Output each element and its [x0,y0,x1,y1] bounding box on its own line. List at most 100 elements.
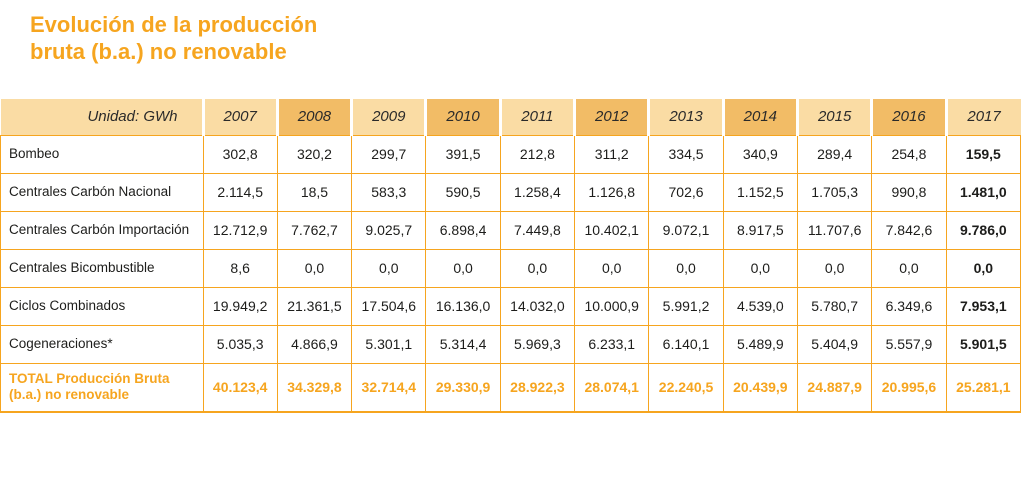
value-cell: 8.917,5 [722,210,799,250]
value-cell: 1.258,4 [499,172,576,212]
value-cell: 40.123,4 [202,362,278,413]
value-cell: 299,7 [351,134,427,174]
value-cell: 0,0 [425,248,501,288]
table-row: Cogeneraciones* 5.035,3 4.866,9 5.301,1 5.31… [0,324,1021,364]
value-cell: 28.074,1 [574,362,650,413]
value-cell: 5.314,4 [425,324,501,364]
value-cell: 20.439,9 [722,362,799,413]
year-header-2016: 2016 [870,98,947,136]
value-cell: 311,2 [574,134,650,174]
value-cell: 20.995,6 [871,362,947,413]
value-cell: 0,0 [945,248,1021,288]
header-row: Unidad: GWh 2007 2008 2009 2010 2011 2012 2013… [0,98,1021,136]
value-cell: 21.361,5 [276,286,353,326]
value-cell: 320,2 [276,134,353,174]
value-cell: 16.136,0 [425,286,501,326]
table-row: Centrales Carbón Importación 12.712,9 7.76… [0,210,1021,250]
row-label: Cogeneraciones* [0,324,204,364]
value-cell: 1.705,3 [796,172,873,212]
value-cell: 0,0 [871,248,947,288]
total-row-label: TOTAL Producción Bruta (b.a.) no renovab… [0,362,204,413]
value-cell: 1.481,0 [945,172,1021,212]
value-cell: 5.035,3 [202,324,278,364]
value-cell: 8,6 [202,248,278,288]
value-cell: 6.233,1 [574,324,650,364]
value-cell: 9.786,0 [945,210,1021,250]
year-header-2009: 2009 [350,98,426,136]
value-cell: 334,5 [648,134,724,174]
value-cell: 7.953,1 [945,286,1021,326]
value-cell: 17.504,6 [351,286,427,326]
table-body: Bombeo 302,8 320,2 299,7 391,5 212,8 311,2 334,… [0,134,1021,413]
value-cell: 289,4 [796,134,873,174]
production-table: Unidad: GWh 2007 2008 2009 2010 2011 2012 2013… [0,98,1021,413]
value-cell: 18,5 [276,172,353,212]
unit-label: Unidad: GWh [0,98,203,136]
value-cell: 5.301,1 [351,324,427,364]
table-row: Centrales Bicombustible 8,6 0,0 0,0 0,0 0,0 0,… [0,248,1021,288]
value-cell: 25.281,1 [945,362,1021,413]
year-header-2011: 2011 [498,98,575,136]
value-cell: 24.887,9 [796,362,873,413]
value-cell: 7.842,6 [871,210,947,250]
value-cell: 5.404,9 [796,324,873,364]
value-cell: 2.114,5 [202,172,278,212]
year-header-2010: 2010 [424,98,501,136]
value-cell: 10.000,9 [574,286,650,326]
value-cell: 1.152,5 [722,172,799,212]
value-cell: 7.762,7 [276,210,353,250]
row-label: Centrales Carbón Importación [0,210,204,250]
total-row: TOTAL Producción Bruta (b.a.) no renovab… [0,362,1021,413]
row-label: Centrales Bicombustible [0,248,204,288]
table-row: Ciclos Combinados 19.949,2 21.361,5 17.504,… [0,286,1021,326]
value-cell: 9.025,7 [351,210,427,250]
year-header-2013: 2013 [647,98,724,136]
value-cell: 254,8 [871,134,947,174]
value-cell: 5.969,3 [499,324,576,364]
page-title-line1: Evolución de la producción [30,12,318,37]
value-cell: 5.780,7 [796,286,873,326]
page-title-line2: bruta (b.a.) no renovable [30,38,287,64]
value-cell: 0,0 [796,248,873,288]
value-cell: 32.714,4 [351,362,427,413]
value-cell: 340,9 [722,134,799,174]
year-header-2012: 2012 [573,98,649,136]
value-cell: 0,0 [351,248,427,288]
value-cell: 9.072,1 [648,210,724,250]
value-cell: 29.330,9 [425,362,501,413]
row-label: Ciclos Combinados [0,286,204,326]
value-cell: 159,5 [945,134,1021,174]
value-cell: 4.866,9 [276,324,353,364]
value-cell: 14.032,0 [499,286,576,326]
value-cell: 0,0 [722,248,799,288]
value-cell: 583,3 [351,172,427,212]
table-row: Centrales Carbón Nacional 2.114,5 18,5 583,… [0,172,1021,212]
value-cell: 702,6 [648,172,724,212]
table-row: Bombeo 302,8 320,2 299,7 391,5 212,8 311,2 334,… [0,134,1021,174]
value-cell: 0,0 [574,248,650,288]
value-cell: 6.140,1 [648,324,724,364]
value-cell: 1.126,8 [574,172,650,212]
year-header-2014: 2014 [721,98,798,136]
value-cell: 28.922,3 [499,362,576,413]
year-header-2008: 2008 [275,98,352,136]
value-cell: 0,0 [648,248,724,288]
value-cell: 302,8 [202,134,278,174]
table-header: Unidad: GWh 2007 2008 2009 2010 2011 2012 2013… [0,98,1021,136]
value-cell: 22.240,5 [648,362,724,413]
value-cell: 990,8 [871,172,947,212]
value-cell: 10.402,1 [574,210,650,250]
value-cell: 6.898,4 [425,210,501,250]
value-cell: 5.901,5 [945,324,1021,364]
value-cell: 4.539,0 [722,286,799,326]
value-cell: 34.329,8 [276,362,353,413]
value-cell: 0,0 [499,248,576,288]
value-cell: 11.707,6 [796,210,873,250]
value-cell: 12.712,9 [202,210,278,250]
row-label: Centrales Carbón Nacional [0,172,204,212]
value-cell: 391,5 [425,134,501,174]
value-cell: 7.449,8 [499,210,576,250]
value-cell: 5.557,9 [871,324,947,364]
value-cell: 590,5 [425,172,501,212]
